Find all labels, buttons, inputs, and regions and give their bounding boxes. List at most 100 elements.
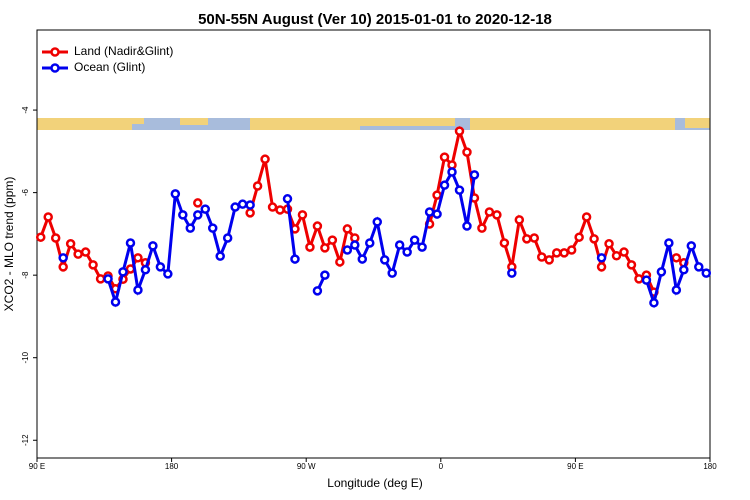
point (394, 240, 405, 250)
point (537, 252, 547, 262)
point (252, 181, 263, 191)
point (342, 224, 353, 234)
point (701, 268, 712, 278)
point (133, 285, 143, 295)
point (514, 215, 525, 225)
point (305, 242, 315, 252)
x-axis-label: Longitude (deg E) (327, 476, 422, 490)
point (230, 202, 240, 212)
x-tick-label: 90 W (297, 462, 316, 471)
point (335, 257, 345, 267)
point (462, 221, 472, 231)
point (529, 233, 540, 243)
point (679, 265, 689, 275)
point (432, 209, 442, 219)
point (492, 210, 502, 220)
point (379, 255, 390, 265)
point (207, 223, 218, 233)
point (462, 147, 472, 157)
point (185, 223, 196, 233)
point (432, 190, 442, 200)
point (581, 212, 592, 222)
legend-label: Land (Nadir&Glint) (74, 44, 173, 58)
point (641, 275, 652, 285)
point (454, 126, 465, 136)
point (484, 207, 495, 217)
y-axis-label: XCO2 - MLO trend (ppm) (2, 177, 16, 312)
point (656, 267, 667, 277)
point (297, 210, 308, 220)
point (365, 238, 375, 248)
point (634, 274, 644, 284)
point (469, 170, 480, 180)
point (596, 262, 607, 272)
point (178, 210, 188, 220)
point (200, 204, 210, 214)
point (544, 255, 554, 265)
point (499, 238, 510, 248)
point (357, 254, 368, 264)
point (222, 233, 233, 243)
point (596, 253, 607, 263)
point (507, 268, 517, 278)
point (626, 260, 637, 270)
chart-title: 50N-55N August (Ver 10) 2015-01-01 to 20… (198, 11, 552, 28)
point (372, 217, 382, 227)
point (170, 189, 181, 199)
point (327, 235, 338, 245)
point (439, 152, 450, 162)
point (454, 185, 465, 195)
x-tick-label: 90 E (567, 462, 583, 471)
point (163, 269, 173, 279)
y-tick-label: -6 (21, 189, 30, 197)
x-tick-label: 90 E (29, 462, 45, 471)
legend-marker (50, 47, 60, 57)
point (671, 253, 682, 263)
point (566, 245, 577, 255)
point (140, 265, 151, 275)
x-tick-label: 0 (439, 462, 444, 471)
point (58, 262, 68, 272)
y-tick-label: -8 (21, 271, 30, 279)
y-tick-label: -10 (21, 351, 30, 363)
point (245, 200, 255, 210)
point (65, 239, 76, 249)
point (193, 210, 203, 220)
point (342, 245, 353, 255)
point (260, 154, 270, 164)
point (312, 221, 323, 231)
point (267, 202, 278, 212)
point (193, 198, 203, 208)
x-tick-label: 180 (165, 462, 179, 471)
point (282, 194, 293, 204)
point (103, 274, 113, 284)
point (133, 253, 143, 263)
legend-marker (50, 63, 60, 73)
point (95, 274, 106, 284)
point (320, 243, 330, 253)
point (619, 247, 629, 257)
point (477, 223, 487, 233)
point (424, 207, 435, 217)
point (237, 199, 248, 209)
point (559, 248, 569, 258)
point (245, 208, 255, 218)
point (664, 238, 674, 248)
point (275, 205, 285, 215)
point (551, 248, 562, 258)
point (125, 238, 136, 248)
map-strip (37, 118, 710, 130)
y-tick-label: -12 (21, 434, 30, 446)
legend-label: Ocean (Glint) (74, 60, 145, 74)
point (649, 298, 659, 308)
point (447, 167, 457, 177)
point (522, 234, 532, 244)
series-line (39, 125, 685, 293)
point (402, 247, 412, 257)
point (73, 249, 83, 259)
point (155, 262, 166, 272)
point (686, 241, 697, 251)
point (671, 285, 682, 295)
point (387, 268, 397, 278)
